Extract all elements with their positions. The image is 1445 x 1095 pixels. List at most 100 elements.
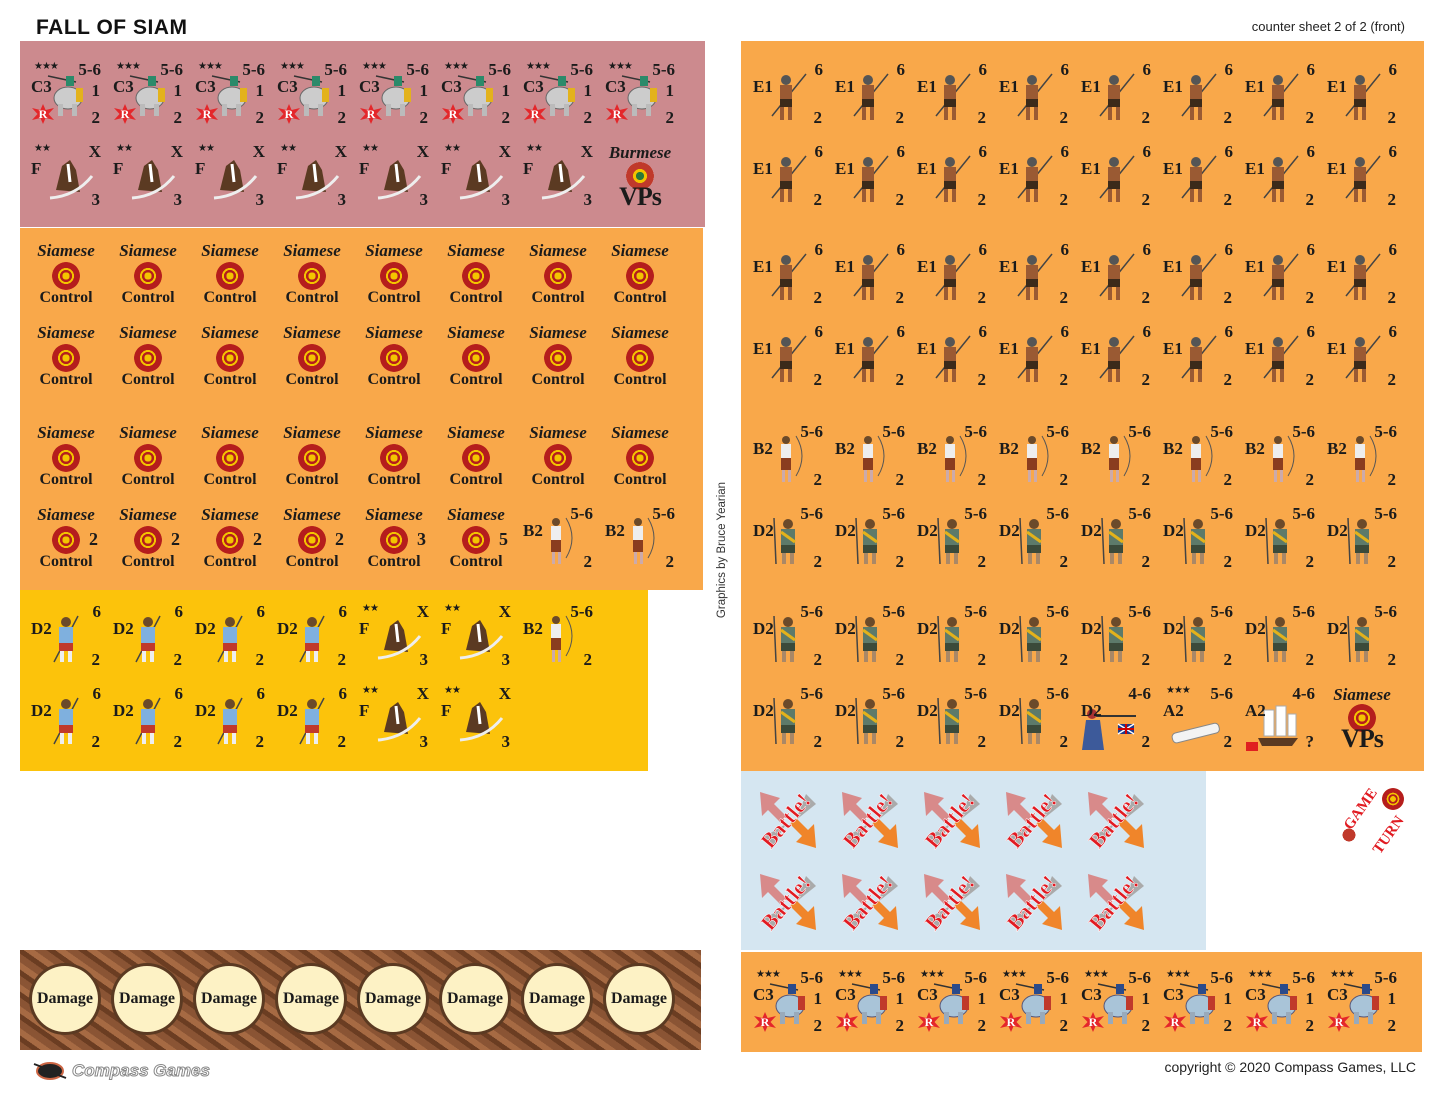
counter-siamese-control[interactable]: Siamese Control bbox=[438, 418, 514, 494]
counter-e1-spearman[interactable]: E1 6 2 bbox=[750, 318, 826, 394]
counter-e1-spearman[interactable]: E1 6 2 bbox=[1324, 138, 1400, 214]
counter-c3-elephant[interactable]: ★★★ C3 5-6 1 2 R bbox=[602, 56, 678, 132]
counter-f-cavalry[interactable]: ★★ F X 3 bbox=[192, 138, 268, 214]
counter-battle[interactable]: Battle! bbox=[1078, 782, 1154, 858]
counter-siamese-control[interactable]: Siamese Control bbox=[110, 236, 186, 312]
counter-f-cavalry[interactable]: ★★ F X 3 bbox=[110, 138, 186, 214]
counter-e1-spearman[interactable]: E1 6 2 bbox=[1242, 318, 1318, 394]
counter-b2-archer[interactable]: B2 5-6 2 bbox=[602, 500, 678, 576]
counter-f-cavalry[interactable]: ★★ F X 3 bbox=[28, 138, 104, 214]
counter-c3-elephant[interactable]: ★★★ C3 5-6 1 2 R bbox=[28, 56, 104, 132]
counter-d2-infantry[interactable]: D2 5-6 2 bbox=[1160, 598, 1236, 674]
counter-e1-spearman[interactable]: E1 6 2 bbox=[996, 236, 1072, 312]
counter-e1-spearman[interactable]: E1 6 2 bbox=[996, 318, 1072, 394]
counter-d2-infantry[interactable]: D2 5-6 2 bbox=[1078, 500, 1154, 576]
counter-e1-spearman[interactable]: E1 6 2 bbox=[1324, 236, 1400, 312]
counter-e1-spearman[interactable]: E1 6 2 bbox=[1160, 236, 1236, 312]
counter-battle[interactable]: Battle! bbox=[750, 782, 826, 858]
counter-d2-infantry[interactable]: D2 5-6 2 bbox=[914, 598, 990, 674]
counter-siamese-control[interactable]: Siamese Control bbox=[192, 418, 268, 494]
counter-siamese-control[interactable]: Siamese Control bbox=[520, 318, 596, 394]
counter-e1-spearman[interactable]: E1 6 2 bbox=[914, 138, 990, 214]
counter-e1-spearman[interactable]: E1 6 2 bbox=[832, 236, 908, 312]
counter-damage[interactable]: Damage bbox=[606, 966, 672, 1032]
counter-siamese-control[interactable]: Siamese Control bbox=[602, 318, 678, 394]
counter-e1-spearman[interactable]: E1 6 2 bbox=[832, 56, 908, 132]
counter-battle[interactable]: Battle! bbox=[996, 782, 1072, 858]
counter-d2-infantry[interactable]: D2 5-6 2 bbox=[750, 500, 826, 576]
counter-e1-spearman[interactable]: E1 6 2 bbox=[1242, 56, 1318, 132]
counter-f-cavalry[interactable]: ★★ F X 3 bbox=[356, 598, 432, 674]
counter-b2-archer[interactable]: B2 5-6 2 bbox=[1324, 418, 1400, 494]
counter-siamese-control[interactable]: Siamese Control bbox=[438, 318, 514, 394]
counter-b2-archer[interactable]: B2 5-6 2 bbox=[1242, 418, 1318, 494]
counter-b2-archer[interactable]: B2 5-6 2 bbox=[750, 418, 826, 494]
counter-e1-spearman[interactable]: E1 6 2 bbox=[996, 138, 1072, 214]
counter-d2-infantry[interactable]: D2 5-6 2 bbox=[996, 598, 1072, 674]
counter-damage[interactable]: Damage bbox=[114, 966, 180, 1032]
counter-d2-infantry-blue[interactable]: D2 6 2 bbox=[110, 598, 186, 674]
counter-f-cavalry[interactable]: ★★ F X 3 bbox=[356, 680, 432, 756]
counter-damage[interactable]: Damage bbox=[442, 966, 508, 1032]
counter-e1-spearman[interactable]: E1 6 2 bbox=[914, 318, 990, 394]
counter-e1-spearman[interactable]: E1 6 2 bbox=[1242, 236, 1318, 312]
counter-siamese-control-2[interactable]: Siamese Control 2 bbox=[28, 500, 104, 576]
counter-battle[interactable]: Battle! bbox=[750, 864, 826, 940]
counter-c3-elephant[interactable]: ★★★ C3 5-6 1 2 R bbox=[356, 56, 432, 132]
counter-d2-infantry-blue[interactable]: D2 6 2 bbox=[274, 680, 350, 756]
counter-d2-infantry-blue[interactable]: D2 6 2 bbox=[192, 680, 268, 756]
counter-e1-spearman[interactable]: E1 6 2 bbox=[1160, 56, 1236, 132]
counter-c3-elephant-blue[interactable]: ★★★ C3 5-6 1 2 R bbox=[914, 964, 990, 1040]
counter-e1-spearman[interactable]: E1 6 2 bbox=[1078, 318, 1154, 394]
counter-d2-infantry-blue[interactable]: D2 6 2 bbox=[28, 598, 104, 674]
counter-siamese-control[interactable]: Siamese Control bbox=[356, 318, 432, 394]
counter-siamese-control[interactable]: Siamese Control bbox=[274, 236, 350, 312]
counter-siamese-control[interactable]: Siamese Control bbox=[192, 236, 268, 312]
counter-c3-elephant-blue[interactable]: ★★★ C3 5-6 1 2 R bbox=[1242, 964, 1318, 1040]
counter-siamese-control-2[interactable]: Siamese Control 2 bbox=[192, 500, 268, 576]
counter-d2-infantry[interactable]: D2 5-6 2 bbox=[1160, 500, 1236, 576]
counter-d2-infantry[interactable]: D2 5-6 2 bbox=[832, 680, 908, 756]
counter-e1-spearman[interactable]: E1 6 2 bbox=[1078, 56, 1154, 132]
counter-c3-elephant-blue[interactable]: ★★★ C3 5-6 1 2 R bbox=[1324, 964, 1400, 1040]
counter-b2-archer[interactable]: B2 5-6 2 bbox=[1078, 418, 1154, 494]
counter-f-cavalry[interactable]: ★★ F X 3 bbox=[438, 680, 514, 756]
counter-e1-spearman[interactable]: E1 6 2 bbox=[750, 138, 826, 214]
counter-f-cavalry[interactable]: ★★ F X 3 bbox=[274, 138, 350, 214]
counter-siamese-control[interactable]: Siamese Control bbox=[438, 236, 514, 312]
counter-d2-infantry-blue[interactable]: D2 6 2 bbox=[28, 680, 104, 756]
counter-siamese-control[interactable]: Siamese Control bbox=[192, 318, 268, 394]
counter-f-cavalry[interactable]: ★★ F X 3 bbox=[520, 138, 596, 214]
counter-e1-spearman[interactable]: E1 6 2 bbox=[1242, 138, 1318, 214]
counter-d2-musketeer[interactable]: D2 4-6 2 bbox=[1078, 680, 1154, 756]
counter-battle[interactable]: Battle! bbox=[996, 864, 1072, 940]
counter-f-cavalry[interactable]: ★★ F X 3 bbox=[438, 138, 514, 214]
counter-siamese-control[interactable]: Siamese Control bbox=[602, 236, 678, 312]
counter-e1-spearman[interactable]: E1 6 2 bbox=[914, 236, 990, 312]
counter-siamese-control[interactable]: Siamese Control bbox=[28, 418, 104, 494]
counter-siamese-control[interactable]: Siamese Control bbox=[520, 236, 596, 312]
counter-e1-spearman[interactable]: E1 6 2 bbox=[1078, 236, 1154, 312]
counter-e1-spearman[interactable]: E1 6 2 bbox=[996, 56, 1072, 132]
counter-d2-infantry-blue[interactable]: D2 6 2 bbox=[192, 598, 268, 674]
counter-c3-elephant-blue[interactable]: ★★★ C3 5-6 1 2 R bbox=[750, 964, 826, 1040]
counter-f-cavalry[interactable]: ★★ F X 3 bbox=[438, 598, 514, 674]
counter-d2-infantry[interactable]: D2 5-6 2 bbox=[1324, 598, 1400, 674]
counter-damage[interactable]: Damage bbox=[524, 966, 590, 1032]
counter-d2-infantry[interactable]: D2 5-6 2 bbox=[1242, 500, 1318, 576]
counter-e1-spearman[interactable]: E1 6 2 bbox=[1324, 318, 1400, 394]
counter-b2-archer[interactable]: B2 5-6 2 bbox=[520, 598, 596, 674]
counter-siamese-control[interactable]: Siamese Control bbox=[274, 418, 350, 494]
counter-b2-archer[interactable]: B2 5-6 2 bbox=[1160, 418, 1236, 494]
counter-c3-elephant[interactable]: ★★★ C3 5-6 1 2 R bbox=[110, 56, 186, 132]
counter-siamese-control[interactable]: Siamese Control bbox=[274, 318, 350, 394]
counter-d2-infantry[interactable]: D2 5-6 2 bbox=[996, 680, 1072, 756]
counter-e1-spearman[interactable]: E1 6 2 bbox=[1160, 138, 1236, 214]
counter-e1-spearman[interactable]: E1 6 2 bbox=[914, 56, 990, 132]
counter-siamese-control[interactable]: Siamese Control bbox=[28, 318, 104, 394]
counter-e1-spearman[interactable]: E1 6 2 bbox=[832, 318, 908, 394]
counter-c3-elephant[interactable]: ★★★ C3 5-6 1 2 R bbox=[274, 56, 350, 132]
counter-battle[interactable]: Battle! bbox=[914, 782, 990, 858]
counter-b2-archer[interactable]: B2 5-6 2 bbox=[520, 500, 596, 576]
counter-c3-elephant-blue[interactable]: ★★★ C3 5-6 1 2 R bbox=[996, 964, 1072, 1040]
